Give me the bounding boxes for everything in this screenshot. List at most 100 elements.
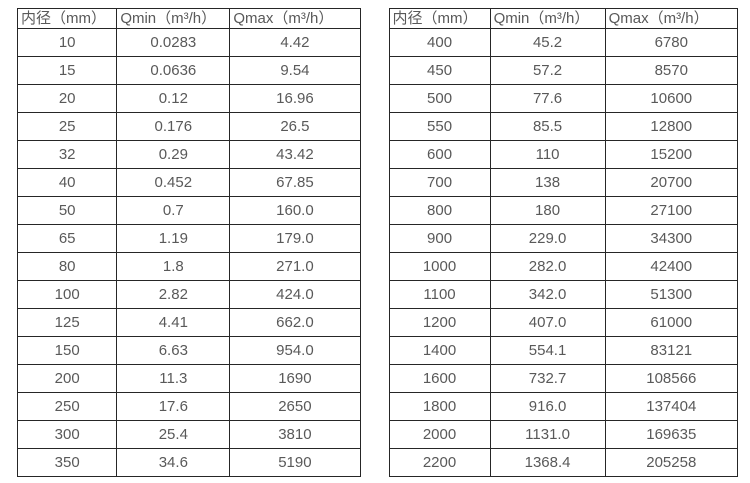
table-row: 20 0.12 16.96 xyxy=(16,84,361,113)
table-cell: 15200 xyxy=(604,140,739,169)
table-cell: 50 xyxy=(16,196,118,225)
table-cell: 0.0283 xyxy=(116,28,231,57)
table-cell: 169635 xyxy=(604,420,739,449)
table-row: 800 180 27100 xyxy=(388,196,739,225)
table-cell: 407.0 xyxy=(489,308,606,337)
table-cell: 9.54 xyxy=(229,56,361,85)
table-cell: 1.19 xyxy=(116,224,231,253)
table-cell: 554.1 xyxy=(489,336,606,365)
table-cell: 271.0 xyxy=(229,252,361,281)
table-cell: 8570 xyxy=(604,56,739,85)
table-cell: 2650 xyxy=(229,392,361,421)
table-cell: 0.7 xyxy=(116,196,231,225)
table-row: 600 110 15200 xyxy=(388,140,739,169)
table-row: 250 17.6 2650 xyxy=(16,392,361,421)
table-cell: 1100 xyxy=(388,280,491,309)
table-cell: 15 xyxy=(16,56,118,85)
table-cell: 180 xyxy=(489,196,606,225)
table-cell: 205258 xyxy=(604,448,739,477)
table-cell: 450 xyxy=(388,56,491,85)
table-cell: 732.7 xyxy=(489,364,606,393)
table-row: 1000 282.0 42400 xyxy=(388,252,739,281)
column-header: Qmax（m³/h） xyxy=(229,8,361,29)
table-row: 200 11.3 1690 xyxy=(16,364,361,393)
table-row: 300 25.4 3810 xyxy=(16,420,361,449)
table-cell: 1200 xyxy=(388,308,491,337)
table-cell: 1400 xyxy=(388,336,491,365)
table-row: 100 2.82 424.0 xyxy=(16,280,361,309)
table-cell: 800 xyxy=(388,196,491,225)
table-cell: 6780 xyxy=(604,28,739,57)
table-row: 80 1.8 271.0 xyxy=(16,252,361,281)
table-cell: 900 xyxy=(388,224,491,253)
table-cell: 77.6 xyxy=(489,84,606,113)
table-cell: 600 xyxy=(388,140,491,169)
table-cell: 67.85 xyxy=(229,168,361,197)
table-cell: 0.29 xyxy=(116,140,231,169)
table-cell: 138 xyxy=(489,168,606,197)
table-row: 15 0.0636 9.54 xyxy=(16,56,361,85)
table-row: 50 0.7 160.0 xyxy=(16,196,361,225)
table-row: 550 85.5 12800 xyxy=(388,112,739,141)
table-cell: 10 xyxy=(16,28,118,57)
table-cell: 662.0 xyxy=(229,308,361,337)
table-cell: 83121 xyxy=(604,336,739,365)
table-cell: 4.42 xyxy=(229,28,361,57)
table-cell: 57.2 xyxy=(489,56,606,85)
table-cell: 40 xyxy=(16,168,118,197)
table-cell: 3810 xyxy=(229,420,361,449)
table-row: 700 138 20700 xyxy=(388,168,739,197)
table-cell: 10600 xyxy=(604,84,739,113)
table-cell: 0.12 xyxy=(116,84,231,113)
table-cell: 5190 xyxy=(229,448,361,477)
table-cell: 61000 xyxy=(604,308,739,337)
table-cell: 25 xyxy=(16,112,118,141)
table-cell: 700 xyxy=(388,168,491,197)
column-header: Qmin（m³/h） xyxy=(489,8,606,29)
table-row: 500 77.6 10600 xyxy=(388,84,739,113)
table-cell: 1690 xyxy=(229,364,361,393)
table-cell: 32 xyxy=(16,140,118,169)
table-cell: 43.42 xyxy=(229,140,361,169)
column-header: 内径（mm） xyxy=(388,8,491,29)
table-cell: 1368.4 xyxy=(489,448,606,477)
table-row: 40 0.452 67.85 xyxy=(16,168,361,197)
table-row: 1100 342.0 51300 xyxy=(388,280,739,309)
table-cell: 45.2 xyxy=(489,28,606,57)
table-cell: 80 xyxy=(16,252,118,281)
table-cell: 0.0636 xyxy=(116,56,231,85)
table-cell: 27100 xyxy=(604,196,739,225)
table-row: 150 6.63 954.0 xyxy=(16,336,361,365)
table-row: 1800 916.0 137404 xyxy=(388,392,739,421)
flow-rate-table-large-diameters: 内径（mm） Qmin（m³/h） Qmax（m³/h） 400 45.2 6780 45… xyxy=(388,8,739,477)
table-cell: 1131.0 xyxy=(489,420,606,449)
table-cell: 34300 xyxy=(604,224,739,253)
table-cell: 6.63 xyxy=(116,336,231,365)
table-cell: 1800 xyxy=(388,392,491,421)
table-cell: 229.0 xyxy=(489,224,606,253)
table-cell: 25.4 xyxy=(116,420,231,449)
table-row: 350 34.6 5190 xyxy=(16,448,361,477)
table-cell: 137404 xyxy=(604,392,739,421)
table-cell: 550 xyxy=(388,112,491,141)
table-cell: 1000 xyxy=(388,252,491,281)
table-cell: 342.0 xyxy=(489,280,606,309)
table-row: 1400 554.1 83121 xyxy=(388,336,739,365)
table-row: 400 45.2 6780 xyxy=(388,28,739,57)
table-cell: 20700 xyxy=(604,168,739,197)
table-row: 125 4.41 662.0 xyxy=(16,308,361,337)
table-cell: 12800 xyxy=(604,112,739,141)
table-cell: 400 xyxy=(388,28,491,57)
table-cell: 954.0 xyxy=(229,336,361,365)
table-cell: 108566 xyxy=(604,364,739,393)
table-cell: 0.176 xyxy=(116,112,231,141)
table-cell: 34.6 xyxy=(116,448,231,477)
column-header: Qmin（m³/h） xyxy=(116,8,231,29)
table-cell: 350 xyxy=(16,448,118,477)
table-cell: 1.8 xyxy=(116,252,231,281)
header-row: 内径（mm） Qmin（m³/h） Qmax（m³/h） xyxy=(388,8,739,29)
table-cell: 2.82 xyxy=(116,280,231,309)
flow-rate-table-small-diameters: 内径（mm） Qmin（m³/h） Qmax（m³/h） 10 0.0283 4.42 1… xyxy=(16,8,361,477)
table-cell: 500 xyxy=(388,84,491,113)
